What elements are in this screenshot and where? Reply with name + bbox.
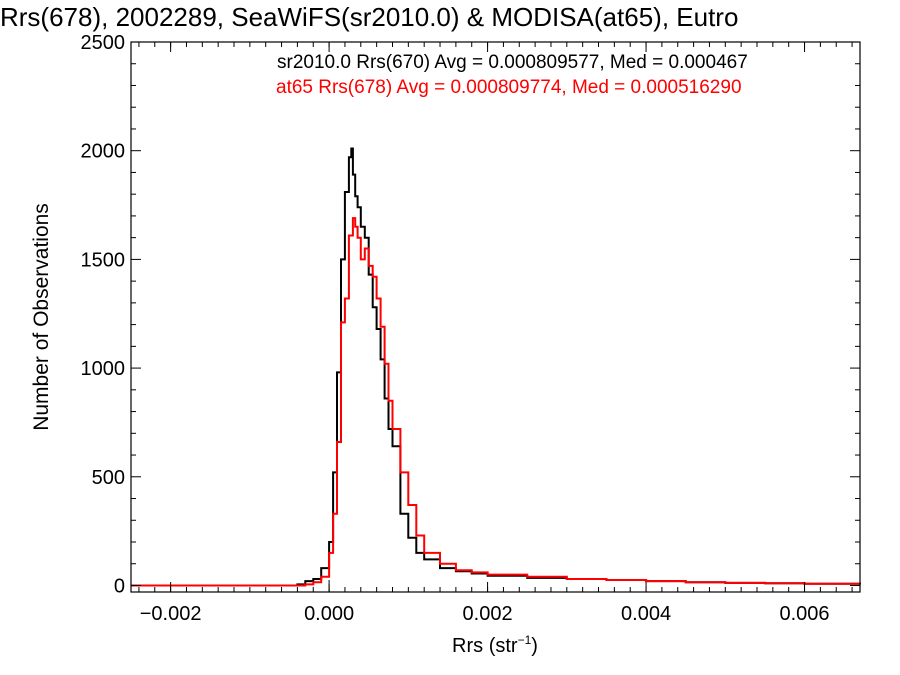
plot-frame — [130, 41, 861, 593]
y-tick-label-3: 1500 — [81, 249, 126, 271]
x-axis: −0.002 0.000 0.002 0.004 0.006 — [138, 42, 853, 625]
y-axis: 0 500 1000 1500 2000 2500 — [81, 32, 860, 597]
x-tick-label-0: −0.002 — [140, 603, 202, 625]
x-tick-label-3: 0.004 — [621, 603, 671, 625]
y-tick-label-2: 1000 — [81, 358, 126, 380]
chart-title: Rrs(678), 2002289, SeaWiFS(sr2010.0) & M… — [0, 2, 738, 32]
x-axis-label-main: Rrs (str — [452, 635, 518, 657]
x-tick-label-1: 0.000 — [304, 603, 354, 625]
series-line-0 — [131, 147, 861, 587]
x-tick-label-4: 0.006 — [780, 603, 830, 625]
y-tick-label-4: 2000 — [81, 141, 126, 163]
y-tick-label-1: 500 — [92, 467, 125, 489]
x-axis-label: Rrs (str−1) — [452, 633, 538, 657]
legend-entry-red: at65 Rrs(678) Avg = 0.000809774, Med = 0… — [276, 77, 742, 98]
series-layer — [131, 147, 861, 587]
y-tick-label-0: 0 — [114, 575, 125, 597]
x-axis-label-close: ) — [531, 635, 538, 657]
y-tick-label-5: 2500 — [81, 32, 126, 54]
x-axis-label-sup: −1 — [518, 633, 532, 647]
series-line-1 — [131, 217, 861, 587]
x-tick-label-2: 0.002 — [463, 603, 513, 625]
y-axis-label: Number of Observations — [30, 203, 53, 431]
legend-entry-black: sr2010.0 Rrs(670) Avg = 0.000809577, Med… — [277, 52, 748, 73]
